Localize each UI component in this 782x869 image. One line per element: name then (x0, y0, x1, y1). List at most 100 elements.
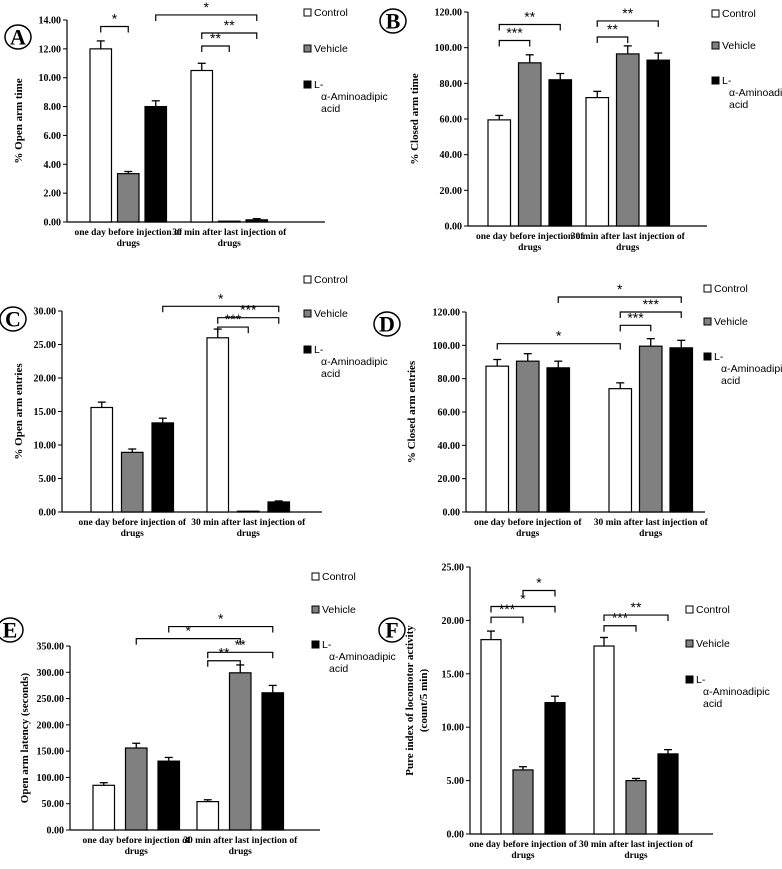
y-tick-label: 25.00 (34, 340, 57, 351)
y-tick-label: 20.00 (438, 474, 461, 485)
y-tick-label: 100.00 (435, 43, 463, 54)
y-tick-label: 0.00 (47, 826, 65, 837)
y-axis-label: % Closed arm entries (406, 360, 418, 463)
bar (487, 119, 512, 227)
category-label: drugs (518, 243, 542, 253)
bar (548, 79, 573, 227)
bar (92, 784, 116, 831)
bar (267, 501, 291, 513)
significance-label: * (520, 591, 526, 607)
category-label: 30 min after last injection of (579, 840, 694, 850)
y-axis-label: (count/5 min) (418, 669, 430, 733)
category-label: drugs (121, 529, 145, 539)
chart-panel-A: 0.00 2.00 4.00 6.00 8.00 10.00 12.00 14.00 % Ope… (4, 0, 388, 249)
y-tick-label: 0.00 (44, 218, 62, 229)
legend-swatch (311, 572, 320, 581)
legend-swatch (703, 284, 712, 293)
bar (228, 672, 252, 831)
y-axis-label: % Open arm entries (13, 363, 25, 460)
y-tick-label: 80.00 (438, 374, 461, 385)
significance-bracket (596, 36, 629, 43)
legend-swatch (303, 8, 312, 17)
significance-label: *** (240, 302, 257, 318)
legend-label: Control (322, 571, 356, 583)
significance-bracket (217, 317, 280, 324)
bar (236, 510, 260, 513)
bar (515, 360, 540, 513)
significance-bracket (217, 326, 249, 334)
y-tick-label: 350.00 (37, 642, 65, 653)
y-tick-label: 2.00 (44, 189, 62, 200)
legend-label: acid (721, 375, 740, 387)
legend-label: acid (321, 368, 340, 380)
legend-label: Vehicle (722, 40, 756, 52)
y-tick-label: 6.00 (44, 131, 62, 142)
significance-label: ** (210, 30, 221, 46)
bar (90, 406, 114, 513)
legend-label: Vehicle (314, 43, 348, 55)
bar (657, 753, 679, 835)
category-label: drugs (125, 847, 149, 857)
legend-swatch (711, 9, 720, 18)
panel-letter-circle (4, 24, 32, 50)
category-label: drugs (117, 239, 141, 249)
bar (546, 367, 571, 513)
category-label: one day before injection of (476, 232, 584, 242)
legend-label: acid (729, 99, 748, 111)
significance-label: *** (499, 601, 516, 617)
legend-label: Control (714, 283, 748, 295)
panel-letter-circle (0, 617, 24, 643)
bar (261, 692, 285, 831)
bar (245, 219, 269, 223)
bar (120, 451, 144, 513)
chart-panel-B: 0.00 20.00 40.00 60.00 80.00 100.00 120.00 % Cl… (379, 5, 782, 253)
legend-swatch (685, 605, 694, 614)
significance-label: * (112, 10, 118, 26)
panel-letter: C (5, 307, 21, 332)
y-axis-label: Open arm latency (seconds) (19, 672, 31, 803)
legend-swatch (711, 76, 720, 85)
significance-bracket (619, 311, 682, 318)
legend-label: Vehicle (314, 308, 348, 320)
panel-letter: A (10, 25, 26, 50)
panel-letter: D (379, 312, 395, 337)
y-tick-label: 10.00 (34, 441, 57, 452)
legend-label: L- (314, 79, 324, 91)
legend-swatch (311, 640, 320, 649)
y-tick-label: 0.00 (447, 830, 465, 841)
bar (517, 62, 542, 227)
significance-label: * (186, 623, 192, 639)
bar (646, 59, 671, 227)
category-label: 30 min after last injection of (571, 232, 686, 242)
significance-bracket (490, 616, 524, 624)
significance-label: *** (612, 610, 629, 626)
significance-bracket (557, 296, 682, 303)
chart-panel-F: 0.00 5.00 10.00 15.00 20.00 25.00 Pure index o… (378, 563, 770, 861)
category-label: drugs (229, 847, 253, 857)
significance-bracket (603, 625, 637, 632)
significance-bracket (619, 324, 652, 332)
significance-bracket (498, 23, 561, 31)
significance-bracket (498, 39, 531, 47)
significance-label: * (617, 281, 623, 297)
legend-label: L- (722, 75, 732, 87)
category-label: one day before injection of (83, 836, 191, 846)
significance-bracket (135, 638, 241, 645)
bar (593, 645, 615, 835)
y-tick-label: 10.00 (442, 723, 465, 734)
y-tick-label: 14.00 (39, 16, 62, 27)
y-tick-label: 60.00 (440, 115, 463, 126)
bar (124, 747, 148, 831)
panel-letter-circle (379, 8, 407, 34)
y-tick-label: 15.00 (442, 669, 465, 680)
bar (485, 365, 510, 513)
legend-swatch (303, 309, 312, 318)
significance-bracket (155, 14, 258, 21)
legend-swatch (703, 352, 712, 361)
significance-label: ** (224, 17, 235, 33)
y-tick-label: 12.00 (39, 44, 62, 55)
category-label: one day before injection of (469, 840, 577, 850)
legend-label: L- (322, 639, 332, 651)
bar (544, 702, 566, 835)
y-tick-label: 0.00 (445, 222, 463, 233)
